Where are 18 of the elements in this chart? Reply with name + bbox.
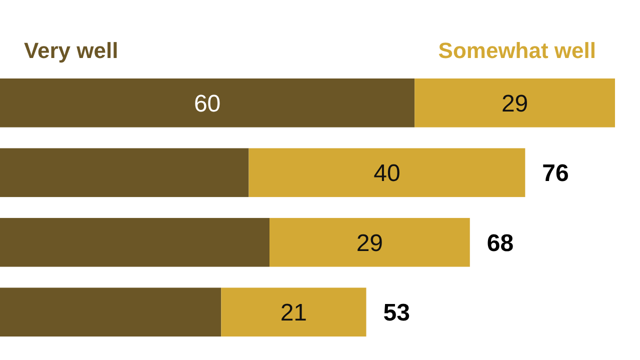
- total-label: 53: [383, 300, 410, 327]
- bar: [0, 288, 222, 337]
- data-label: 40: [374, 160, 400, 188]
- total-label: 76: [542, 160, 569, 188]
- data-label: 29: [356, 230, 384, 257]
- series-label: Somewhat well: [438, 38, 596, 63]
- data-label: 21: [280, 300, 308, 327]
- total-label: 68: [486, 230, 514, 257]
- bar: [269, 218, 470, 267]
- data-label: 29: [501, 90, 528, 118]
- series-label: Very well: [24, 38, 118, 63]
- bar: [0, 218, 270, 267]
- bar: [221, 288, 366, 337]
- data-label: 60: [194, 90, 221, 118]
- bar: [248, 148, 526, 198]
- bar: [0, 148, 249, 198]
- bar: [0, 78, 415, 128]
- bar: [414, 78, 615, 128]
